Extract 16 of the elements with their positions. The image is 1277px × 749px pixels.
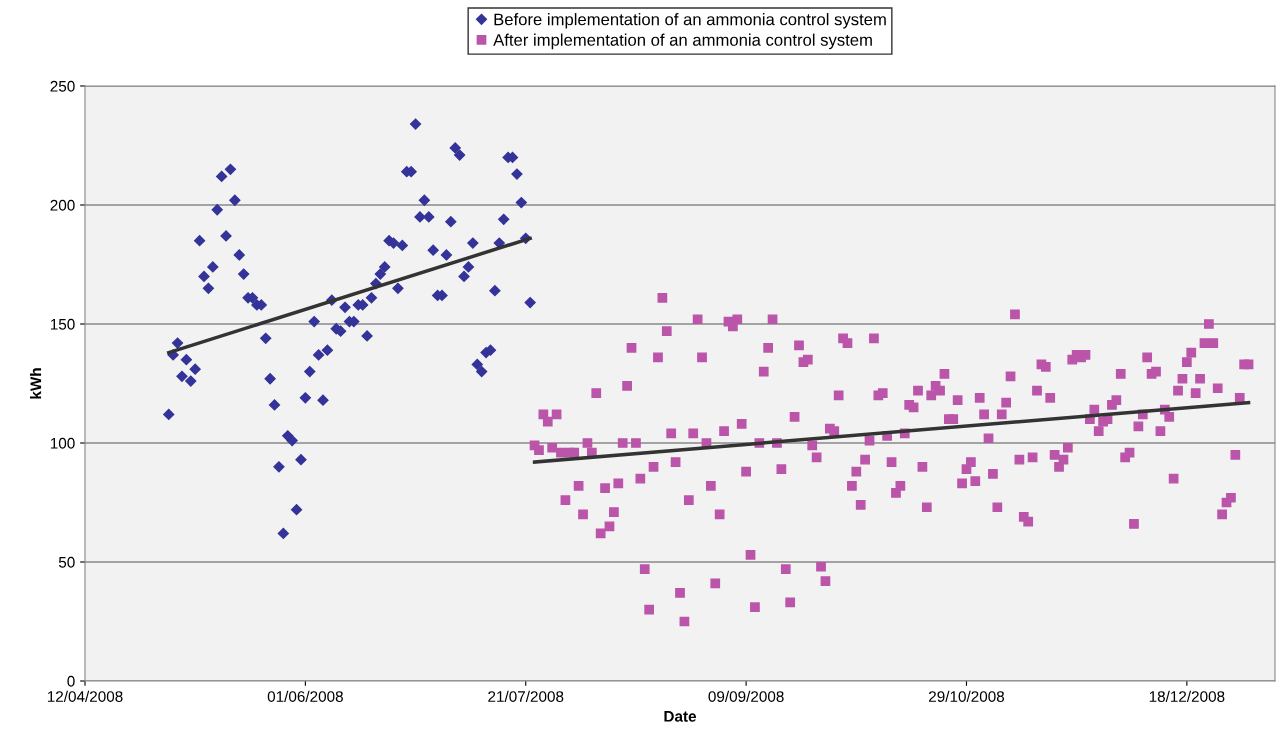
legend-label: After implementation of an ammonia control system [493, 33, 872, 50]
y-tick-label: 200 [50, 199, 75, 211]
y-tick-label: 100 [50, 437, 75, 449]
y-tick-label: 0 [67, 675, 75, 687]
x-tick-label: 21/07/2008 [488, 690, 564, 702]
y-axis-title: kWh [29, 368, 42, 399]
y-tick-label: 150 [50, 318, 75, 330]
y-tick-label: 250 [50, 80, 75, 92]
x-tick-label: 09/09/2008 [708, 690, 784, 702]
x-tick-label: 29/10/2008 [929, 690, 1005, 702]
x-tick-label: 01/06/2008 [267, 690, 343, 702]
x-axis-title: Date [664, 711, 697, 722]
x-tick-label: 12/04/2008 [47, 690, 123, 702]
legend-label: Before implementation of an ammonia control system [494, 13, 886, 29]
y-tick-label: 50 [58, 556, 75, 568]
x-tick-label: 18/12/2008 [1149, 690, 1225, 702]
